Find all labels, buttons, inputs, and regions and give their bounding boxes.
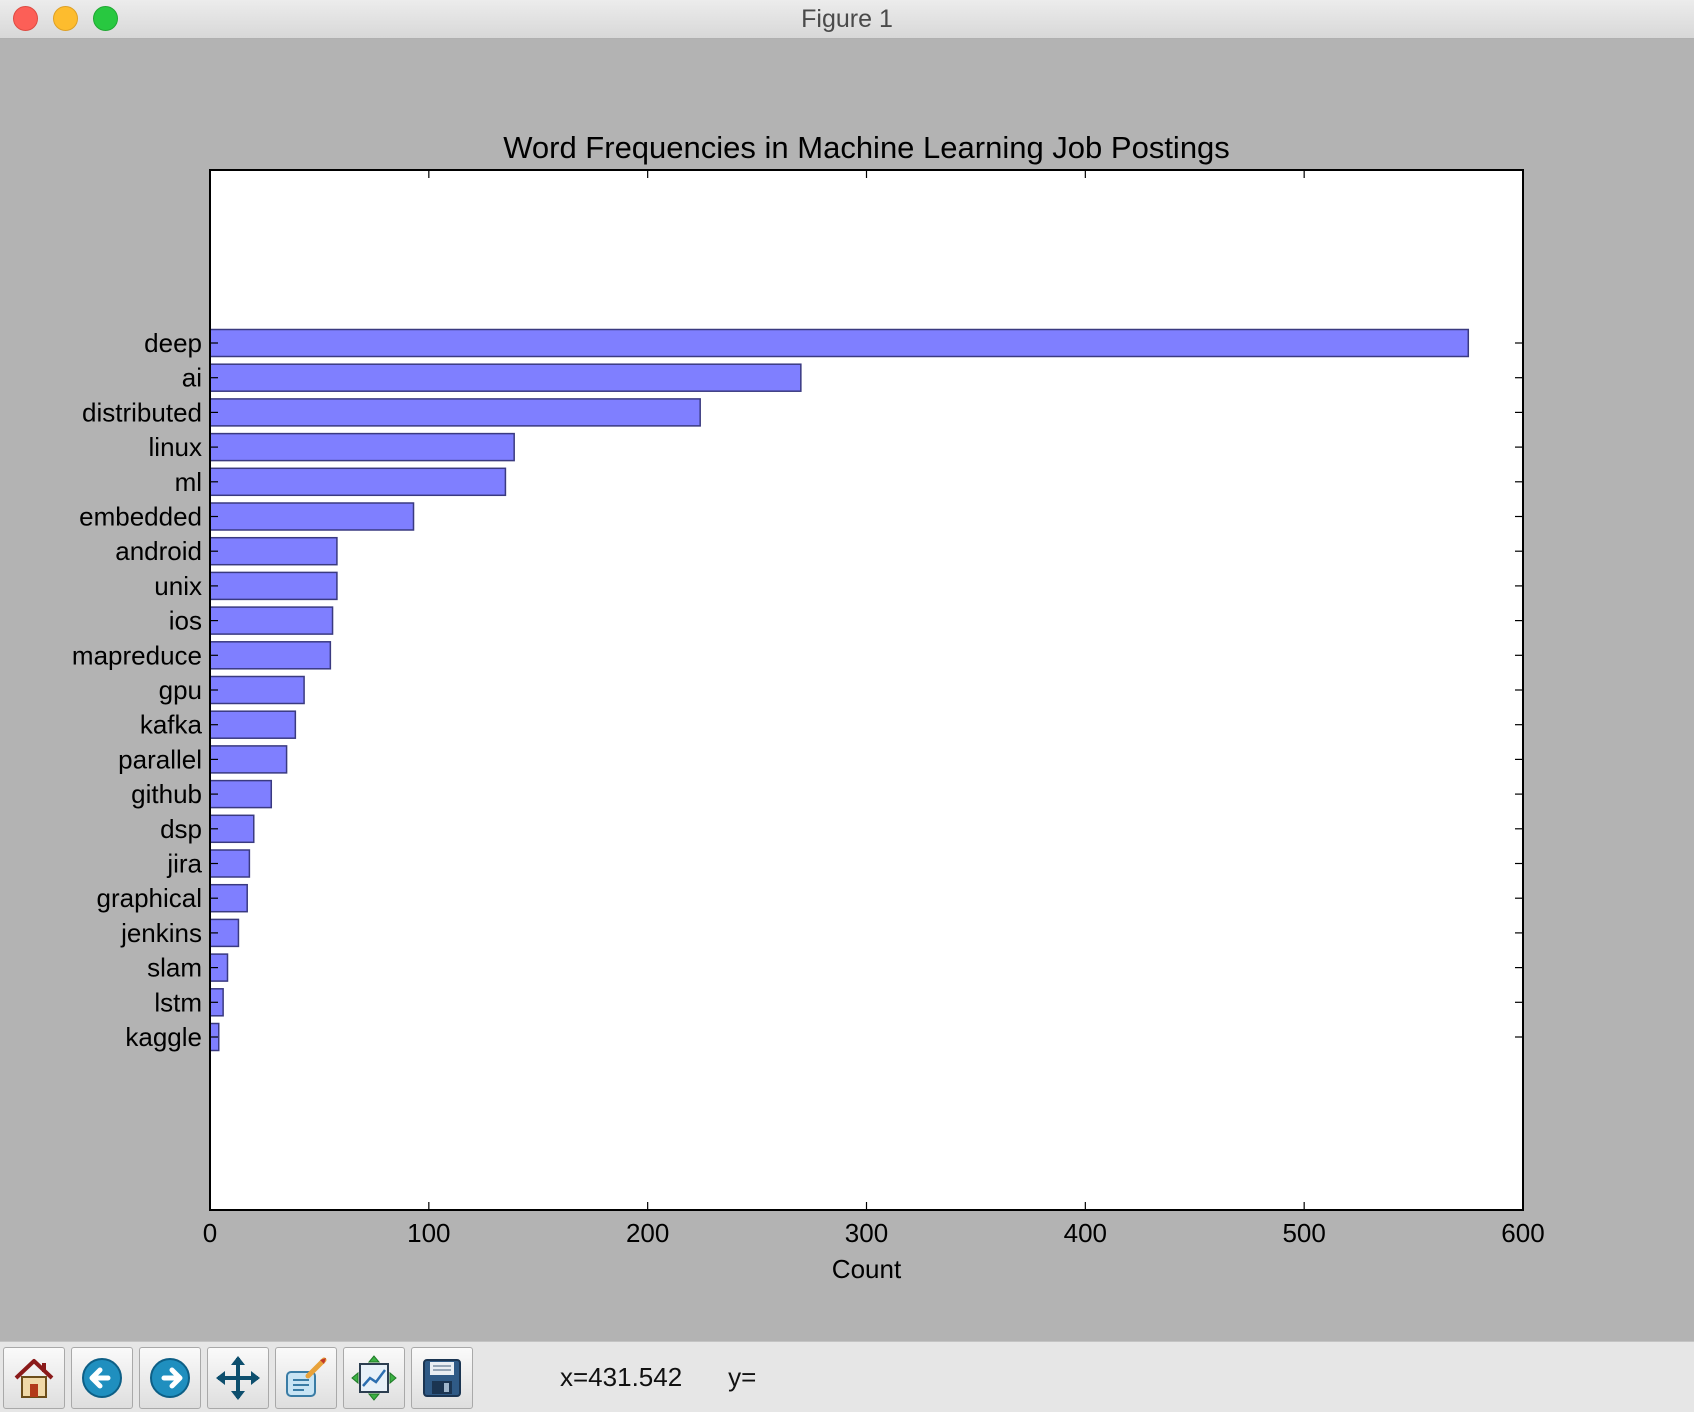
home-icon [14, 1359, 54, 1398]
y-tick-label-jira: jira [166, 849, 202, 879]
figure-canvas[interactable]: Word Frequencies in Machine Learning Job… [0, 39, 1694, 1341]
window-titlebar: Figure 1 [0, 0, 1694, 39]
cursor-coordinates: x=431.542 y= [560, 1362, 802, 1393]
y-tick-label-slam: slam [147, 953, 202, 983]
zoom-button[interactable] [275, 1347, 337, 1409]
y-tick-label-embedded: embedded [79, 502, 202, 532]
x-tick-label: 400 [1064, 1218, 1107, 1248]
x-tick-label: 600 [1501, 1218, 1544, 1248]
y-tick-label-android: android [115, 536, 202, 566]
x-tick-label: 500 [1282, 1218, 1325, 1248]
x-tick-label: 300 [845, 1218, 888, 1248]
y-tick-label-mapreduce: mapreduce [72, 640, 202, 670]
bar-embedded [209, 502, 415, 531]
y-tick-label-ai: ai [182, 363, 202, 393]
x-tick-label: 200 [626, 1218, 669, 1248]
y-tick-label-unix: unix [154, 571, 202, 601]
y-tick-label-github: github [131, 779, 202, 809]
zoom-rect-icon [286, 1357, 327, 1397]
save-button[interactable] [411, 1347, 473, 1409]
bar-distributed [209, 398, 701, 427]
forward-button[interactable] [139, 1347, 201, 1409]
bar-chart[interactable]: Word Frequencies in Machine Learning Job… [0, 39, 1694, 1341]
y-tick-label-lstm: lstm [154, 987, 202, 1017]
chart-title: Word Frequencies in Machine Learning Job… [503, 130, 1230, 165]
bar-unix [209, 571, 338, 601]
subplots-icon [351, 1355, 397, 1401]
cursor-y-readout: y= [728, 1362, 757, 1392]
back-arrow-icon [82, 1358, 122, 1398]
bar-android [209, 536, 338, 566]
y-tick-label-parallel: parallel [118, 744, 202, 774]
bar-dsp [209, 814, 255, 844]
y-tick-label-graphical: graphical [96, 883, 202, 913]
forward-arrow-icon [150, 1358, 190, 1398]
y-tick-label-jenkins: jenkins [120, 918, 202, 948]
save-icon [423, 1359, 461, 1397]
cursor-x-readout: x=431.542 [560, 1362, 683, 1392]
window-close-button[interactable] [13, 6, 38, 31]
window-minimize-button[interactable] [53, 6, 78, 31]
window-title: Figure 1 [801, 5, 893, 33]
home-button[interactable] [3, 1347, 65, 1409]
x-tick-label: 100 [407, 1218, 450, 1248]
bar-parallel [209, 745, 288, 774]
bar-kafka [209, 710, 297, 739]
y-tick-label-linux: linux [149, 432, 202, 462]
plot-frame [209, 169, 1524, 1211]
bar-deep [209, 328, 1470, 358]
back-button[interactable] [71, 1347, 133, 1409]
bar-mapreduce [209, 641, 332, 670]
move-icon [216, 1356, 260, 1400]
bar-ml [209, 467, 507, 497]
bar-github [209, 779, 273, 809]
y-tick-label-kaggle: kaggle [125, 1022, 202, 1052]
navigation-toolbar: x=431.542 y= [0, 1341, 1694, 1412]
y-tick-label-dsp: dsp [160, 814, 202, 844]
y-tick-label-deep: deep [144, 328, 202, 358]
y-tick-label-ios: ios [169, 606, 202, 636]
bar-linux [209, 432, 515, 462]
pan-button[interactable] [207, 1347, 269, 1409]
y-tick-label-ml: ml [175, 467, 202, 497]
x-tick-label: 0 [203, 1218, 217, 1248]
bar-ios [209, 606, 334, 635]
bar-ai [209, 363, 802, 392]
y-tick-label-gpu: gpu [159, 675, 202, 705]
window-zoom-button[interactable] [93, 6, 118, 31]
configure-subplots-button[interactable] [343, 1347, 405, 1409]
bar-gpu [209, 675, 305, 705]
y-tick-label-distributed: distributed [82, 397, 202, 427]
x-axis-label: Count [832, 1254, 902, 1284]
y-tick-label-kafka: kafka [140, 710, 203, 740]
plot-area [210, 170, 1523, 1210]
